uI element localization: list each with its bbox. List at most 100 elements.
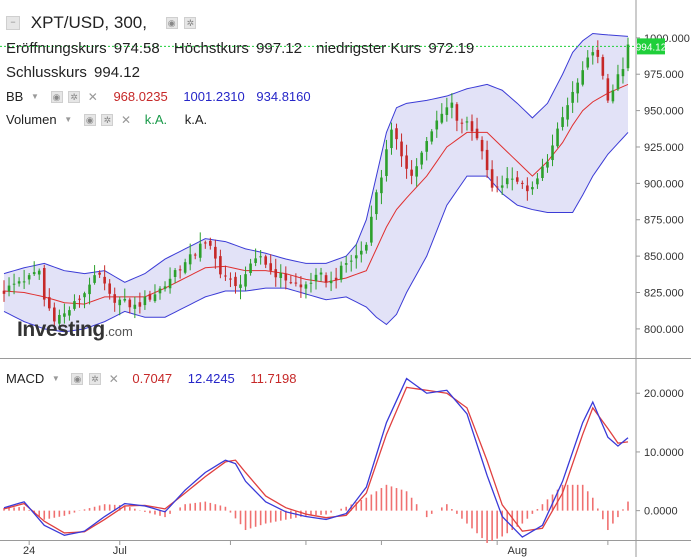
candle-body [359,250,363,255]
candle-body [198,243,202,258]
candle-body [380,177,383,194]
candle-body [183,262,187,273]
candle-body [22,281,26,283]
candle-body [475,128,479,139]
high-value: 997.12 [256,39,302,57]
volume-legend-row: Volumen ▼ ◉ ✲ ✕ k.A. k.A. [6,111,207,127]
candle-body [425,141,429,152]
candle-body [309,282,313,284]
candle-body [193,254,197,256]
candle-body [128,299,132,308]
candle-body [395,128,398,140]
gear-icon[interactable]: ✲ [184,16,197,29]
candle-body [370,216,373,243]
candle-body [515,177,519,182]
candles [0,37,636,329]
price-badge [637,38,665,55]
candle-body [400,141,403,157]
price-tick-label: 900.000 [644,178,684,190]
candle-body [254,258,257,263]
collapse-icon[interactable]: − [6,15,20,30]
candle-body [93,275,96,283]
candle-body [576,82,579,94]
candle-body [264,256,267,265]
volume-caret-icon[interactable]: ▼ [64,115,73,125]
candle-body [354,255,358,259]
candle-body [385,149,388,177]
bb-legend-row: BB ▼ ◉ ✲ ✕ 968.0235 1001.2310 934.8160 [6,88,311,104]
bb-close-icon[interactable]: ✕ [87,89,98,104]
candle-body [490,169,494,188]
candle-body [546,161,549,168]
candle-body [521,182,524,184]
high-label: Höchstkurs [173,39,249,57]
volume-eye-icon[interactable]: ◉ [83,113,96,126]
candle-body [420,152,423,165]
candle-body [435,120,439,130]
macd-tick-label: 10.0000 [644,447,684,459]
legend-symbol-row: − XPT/USD, 300, ◉ ✲ [6,12,197,33]
candle-body [224,275,227,277]
candle-body [445,107,449,115]
price-tick-label: 850.000 [644,251,684,263]
candle-body [108,283,111,294]
candle-body [47,297,51,309]
macd-pane [3,377,629,543]
candle-body [536,178,539,185]
candle-body [319,272,323,275]
price-tick-label: 950.000 [644,106,684,118]
candle-body [611,90,615,102]
candle-body [365,244,368,251]
candle-body [244,274,247,287]
candle-body [510,178,514,180]
candle-body [480,139,484,152]
candle-body [601,57,605,76]
candle-body [219,256,222,275]
candle-body [470,121,474,132]
candle-body [148,293,152,300]
candle-body [113,294,117,303]
candle-body [229,278,232,280]
macd-eye-icon[interactable]: ◉ [71,372,84,385]
candle-body [53,307,56,322]
candle-body [415,166,418,177]
candle-body [203,242,207,244]
macd-close-icon[interactable]: ✕ [108,371,119,386]
bb-eye-icon[interactable]: ◉ [50,90,63,103]
candle-body [289,282,293,284]
candle-body [68,310,71,316]
candle-body [279,272,283,278]
candle-body [561,117,564,127]
macd-tick-label: 20.0000 [644,388,684,400]
bb-gear-icon[interactable]: ✲ [68,90,81,103]
volume-close-icon[interactable]: ✕ [121,112,132,127]
candle-body [12,283,16,285]
open-label: Eröffnungskurs [6,39,107,57]
low-label: niedrigster Kurs [316,39,422,57]
bb-caret-icon[interactable]: ▼ [30,92,39,102]
time-tick-label: 24 [23,545,35,557]
candle-body [249,263,252,273]
candle-body [581,70,585,85]
macd-caret-icon[interactable]: ▼ [51,374,60,384]
macd-line-value: 12.4245 [187,371,235,387]
candle-body [73,301,76,309]
candle-body [138,302,142,307]
candle-body [495,186,499,188]
candle-body [430,131,434,142]
candle-body [7,285,11,292]
candle-body [375,192,378,215]
volume-gear-icon[interactable]: ✲ [101,113,114,126]
candle-body [606,78,610,101]
macd-gear-icon[interactable]: ✲ [89,372,102,385]
candle-body [500,185,504,188]
candle-body [485,149,489,171]
eye-icon[interactable]: ◉ [165,16,178,29]
candle-body [173,270,177,277]
bb-label: BB [6,89,24,105]
candle-body [344,263,348,265]
candle-body [541,166,544,179]
candle-body [63,313,66,317]
volume-value-2: k.A. [184,112,208,128]
